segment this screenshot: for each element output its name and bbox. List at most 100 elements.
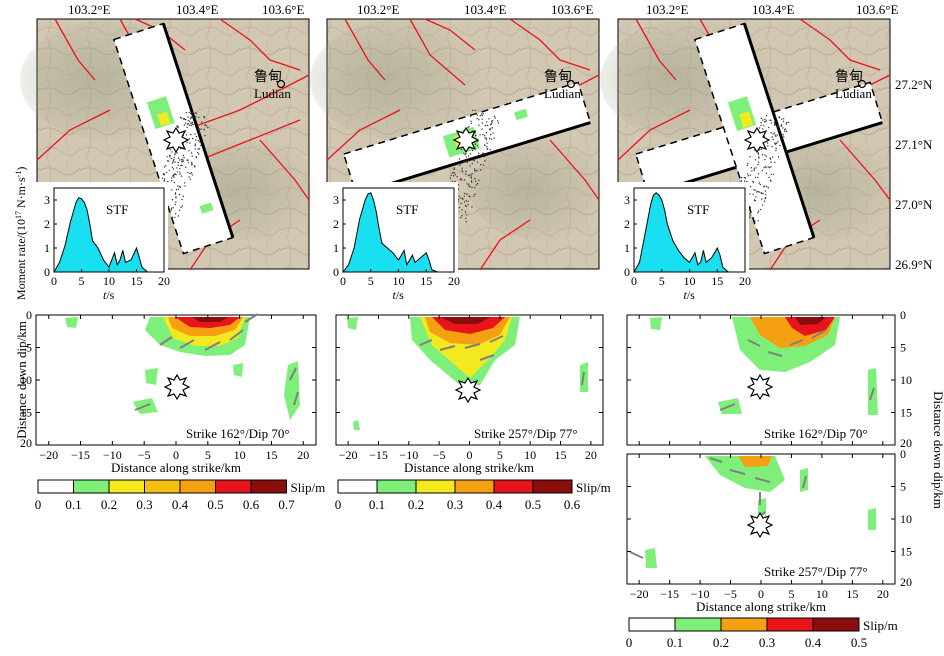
map-panel-c: 鲁甸 Ludian STF 0 5 10 15 20 0 1 2 3 t/s bbox=[600, 18, 900, 302]
aftershock bbox=[458, 199, 460, 201]
along-strike-xlabel-a: Distance along strike/km bbox=[111, 460, 241, 475]
stf-ytick-label: 1 bbox=[44, 241, 50, 255]
aftershock bbox=[188, 150, 190, 152]
aftershock bbox=[200, 128, 202, 130]
aftershock bbox=[174, 154, 176, 156]
aftershock bbox=[184, 185, 186, 187]
aftershock bbox=[483, 153, 485, 155]
slip-contours bbox=[650, 317, 878, 415]
lon-label: 103.2°E bbox=[646, 2, 688, 17]
aftershock bbox=[193, 165, 196, 167]
aftershock bbox=[190, 124, 192, 127]
town-label-cn: 鲁甸 bbox=[254, 69, 282, 85]
aftershock bbox=[461, 209, 463, 211]
aftershock bbox=[180, 148, 182, 150]
aftershock bbox=[743, 177, 746, 179]
aftershock bbox=[459, 164, 461, 166]
aftershock bbox=[182, 195, 185, 197]
aftershock bbox=[760, 192, 763, 194]
xtick-label: −10 bbox=[691, 587, 710, 601]
aftershock bbox=[195, 135, 198, 138]
colorbar-label: Slip/m bbox=[291, 480, 326, 495]
lat-label: 27.2°N bbox=[895, 77, 933, 92]
aftershock bbox=[165, 171, 168, 174]
aftershock bbox=[753, 217, 755, 219]
aftershock bbox=[171, 177, 173, 179]
aftershock bbox=[784, 130, 786, 132]
aftershock bbox=[784, 128, 787, 130]
aftershock bbox=[763, 125, 765, 127]
colorbar-tick-label: 0.2 bbox=[713, 635, 729, 650]
down-dip-ylabel-left: Distance down dip/km bbox=[14, 321, 29, 439]
aftershock bbox=[476, 114, 478, 116]
aftershock bbox=[171, 151, 173, 153]
aftershock bbox=[757, 210, 760, 212]
aftershock bbox=[761, 169, 764, 172]
stf-ytick-label: 2 bbox=[624, 217, 630, 231]
aftershock bbox=[198, 116, 200, 119]
aftershock bbox=[774, 161, 776, 163]
aftershock bbox=[458, 158, 461, 160]
lon-label: 103.4°E bbox=[464, 2, 506, 17]
aftershock bbox=[783, 136, 785, 138]
aftershock bbox=[181, 158, 183, 160]
aftershock bbox=[468, 174, 470, 176]
aftershock bbox=[761, 198, 763, 200]
aftershock bbox=[466, 183, 468, 185]
aftershock bbox=[772, 133, 774, 135]
aftershock bbox=[773, 173, 775, 175]
aftershock bbox=[183, 117, 185, 120]
aftershock bbox=[474, 109, 476, 112]
town-label-cn: 鲁甸 bbox=[835, 69, 863, 85]
xtick-label: 10 bbox=[234, 448, 246, 462]
xtick-label: 15 bbox=[555, 448, 567, 462]
aftershock bbox=[470, 122, 473, 125]
aftershock bbox=[191, 174, 193, 176]
aftershock bbox=[760, 122, 762, 124]
aftershock bbox=[767, 187, 769, 189]
aftershock bbox=[190, 112, 192, 115]
stf-ytick-label: 2 bbox=[333, 217, 339, 231]
epicenter-star bbox=[452, 126, 480, 154]
aftershock bbox=[466, 161, 469, 163]
aftershock bbox=[763, 135, 766, 138]
aftershock bbox=[746, 173, 749, 175]
aftershock bbox=[460, 178, 462, 180]
aftershock bbox=[190, 152, 193, 154]
aftershock bbox=[176, 125, 178, 128]
aftershock bbox=[464, 204, 467, 207]
aftershock bbox=[740, 180, 743, 182]
aftershock bbox=[452, 175, 455, 177]
aftershock bbox=[175, 189, 178, 191]
aftershock bbox=[776, 134, 778, 136]
aftershock bbox=[191, 121, 193, 124]
xtick-label: 15 bbox=[846, 587, 858, 601]
aftershock bbox=[773, 112, 776, 114]
aftershock bbox=[192, 137, 194, 140]
aftershock bbox=[478, 119, 480, 121]
aftershock bbox=[176, 152, 178, 154]
aftershock bbox=[185, 134, 188, 136]
aftershock bbox=[167, 160, 170, 162]
aftershock bbox=[774, 115, 776, 118]
aftershock bbox=[471, 109, 474, 112]
aftershock bbox=[471, 186, 473, 189]
colorbar-tick-label: 0.3 bbox=[136, 497, 152, 512]
aftershock bbox=[497, 120, 499, 122]
aftershock bbox=[462, 171, 464, 173]
aftershock bbox=[181, 161, 183, 163]
aftershock bbox=[468, 185, 470, 187]
aftershock bbox=[474, 169, 476, 172]
aftershock bbox=[162, 173, 165, 175]
aftershock bbox=[770, 122, 772, 124]
stf-xlabel: t/s bbox=[103, 288, 115, 302]
aftershock bbox=[474, 158, 476, 160]
hypocenter-star bbox=[746, 373, 774, 401]
aftershock bbox=[761, 204, 764, 206]
aftershock bbox=[177, 164, 179, 167]
aftershock bbox=[166, 160, 168, 162]
aftershock bbox=[489, 149, 491, 151]
aftershock bbox=[479, 134, 481, 136]
aftershock bbox=[773, 132, 776, 134]
aftershock bbox=[458, 195, 460, 197]
